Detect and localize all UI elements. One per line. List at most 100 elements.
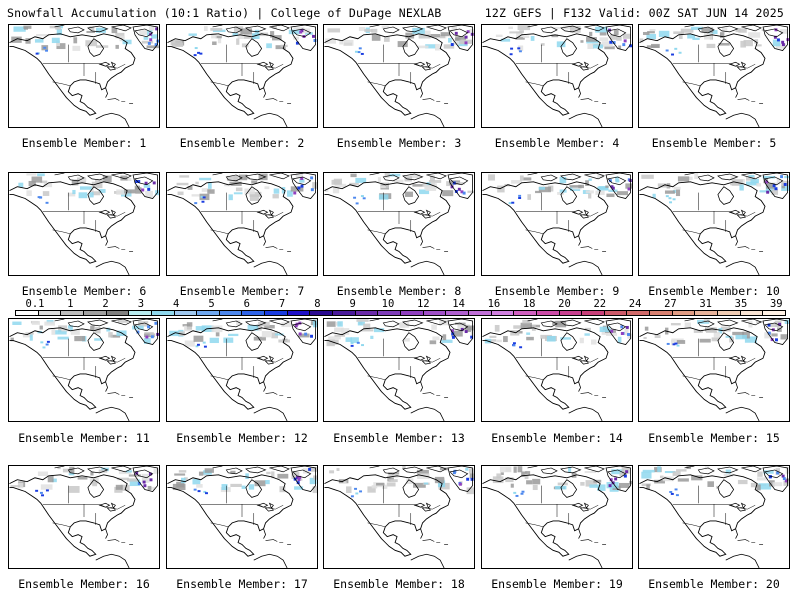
legend-color-box — [309, 310, 334, 316]
ensemble-member-map — [8, 172, 160, 276]
legend-tick-label: 7 — [278, 298, 286, 310]
ensemble-member-label: Ensemble Member: 17 — [176, 577, 308, 591]
ensemble-member-label: Ensemble Member: 20 — [648, 577, 780, 591]
legend-color-box — [400, 310, 424, 316]
legend-color-box — [173, 310, 198, 316]
ensemble-member-map — [638, 172, 790, 276]
legend-color-box — [82, 310, 107, 316]
legend-color-box — [241, 310, 266, 316]
ensemble-member-label: Ensemble Member: 5 — [651, 136, 777, 150]
snowfall-color-legend: 0.1 1 2 3 4 5 6 7 8 9 10 12 14 16 18 20 22 24 27 31 35 39 — [15, 298, 786, 326]
ensemble-member-map — [481, 465, 633, 569]
legend-tick-label: 16 — [487, 298, 501, 310]
ensemble-member-map — [166, 465, 318, 569]
legend-color-box — [377, 310, 401, 316]
legend-color-box — [649, 310, 673, 316]
legend-tick-label: 9 — [349, 298, 356, 310]
legend-color-box — [739, 310, 764, 316]
legend-color-box — [60, 310, 84, 316]
ensemble-member-label: Ensemble Member: 18 — [333, 577, 465, 591]
legend-color-box — [490, 310, 515, 316]
ensemble-member-label: Ensemble Member: 12 — [176, 431, 308, 445]
legend-color-box — [286, 310, 311, 316]
legend-tick-label: 6 — [243, 298, 250, 310]
legend-tick-label: 22 — [593, 298, 607, 310]
legend-color-box — [603, 310, 628, 316]
legend-color-box — [535, 310, 560, 316]
ensemble-member-map — [638, 24, 790, 128]
legend-color-box — [105, 310, 130, 316]
legend-color-box — [196, 310, 220, 316]
legend-tick-label: 2 — [102, 298, 109, 310]
legend-color-box — [694, 310, 719, 316]
ensemble-member-map — [638, 465, 790, 569]
ensemble-member-label: Ensemble Member: 2 — [179, 136, 305, 150]
ensemble-member-label: Ensemble Member: 19 — [491, 577, 623, 591]
legend-tick-label: 24 — [628, 298, 642, 310]
ensemble-member-map — [166, 172, 318, 276]
ensemble-member-label: Ensemble Member: 4 — [494, 136, 620, 150]
legend-tick-label: 31 — [699, 298, 713, 310]
legend-color-box — [581, 310, 605, 316]
legend-color-box — [218, 310, 243, 316]
ensemble-member-label: Ensemble Member: 13 — [333, 431, 465, 445]
legend-tick-label: 4 — [173, 298, 180, 310]
ensemble-member-map — [323, 172, 475, 276]
legend-tick-label: 0.1 — [25, 298, 45, 310]
map-title-right: 12Z GEFS | F132 Valid: 00Z SAT JUN 14 20… — [484, 6, 784, 20]
ensemble-member-map — [8, 24, 160, 128]
ensemble-member-label: Ensemble Member: 8 — [336, 284, 462, 298]
ensemble-member-map — [323, 465, 475, 569]
legend-tick-label: 12 — [416, 298, 430, 310]
legend-color-box — [15, 310, 39, 316]
ensemble-member-map — [323, 24, 475, 128]
legend-tick-label: 5 — [208, 298, 215, 310]
legend-tick-label: 1 — [67, 298, 74, 310]
ensemble-member-map — [166, 318, 318, 422]
map-title-left: Snowfall Accumulation (10:1 Ratio) | Col… — [7, 6, 442, 20]
ensemble-member-map — [323, 318, 475, 422]
ensemble-member-label: Ensemble Member: 9 — [494, 284, 620, 298]
legend-color-box — [558, 310, 583, 316]
legend-color-box — [445, 310, 469, 316]
ensemble-member-map — [481, 172, 633, 276]
ensemble-member-map — [166, 24, 318, 128]
legend-tick-label: 8 — [314, 298, 321, 310]
ensemble-member-map — [638, 318, 790, 422]
legend-color-box — [467, 310, 492, 316]
legend-color-box — [717, 310, 741, 316]
legend-tick-label: 3 — [137, 298, 145, 310]
ensemble-member-label: Ensemble Member: 15 — [648, 431, 780, 445]
legend-color-box — [513, 310, 537, 316]
ensemble-member-map — [481, 24, 633, 128]
ensemble-member-map — [8, 465, 160, 569]
ensemble-member-map — [481, 318, 633, 422]
ensemble-member-label: Ensemble Member: 7 — [179, 284, 305, 298]
legend-color-box — [332, 310, 356, 316]
legend-tick-label: 35 — [734, 298, 748, 310]
legend-tick-label: 18 — [522, 298, 536, 310]
legend-color-box — [150, 310, 175, 316]
legend-color-box — [626, 310, 651, 316]
ensemble-member-label: Ensemble Member: 11 — [18, 431, 150, 445]
legend-tick-label: 14 — [452, 298, 465, 310]
legend-color-box — [128, 310, 152, 316]
ensemble-member-map — [8, 318, 160, 422]
ensemble-member-label: Ensemble Member: 10 — [648, 284, 780, 298]
ensemble-member-label: Ensemble Member: 6 — [21, 284, 147, 298]
legend-tick-label: 20 — [558, 298, 571, 310]
legend-tick-label: 10 — [381, 298, 395, 310]
legend-color-box — [422, 310, 447, 316]
ensemble-member-label: Ensemble Member: 3 — [336, 136, 462, 150]
legend-color-box — [762, 310, 786, 316]
legend-tick-label: 27 — [664, 298, 677, 310]
ensemble-member-label: Ensemble Member: 14 — [491, 431, 623, 445]
legend-color-box — [264, 310, 288, 316]
ensemble-member-label: Ensemble Member: 1 — [21, 136, 147, 150]
legend-tick-label: 39 — [769, 298, 783, 310]
legend-color-box — [671, 310, 696, 316]
ensemble-member-label: Ensemble Member: 16 — [18, 577, 150, 591]
legend-color-box — [37, 310, 62, 316]
legend-color-box — [354, 310, 379, 316]
